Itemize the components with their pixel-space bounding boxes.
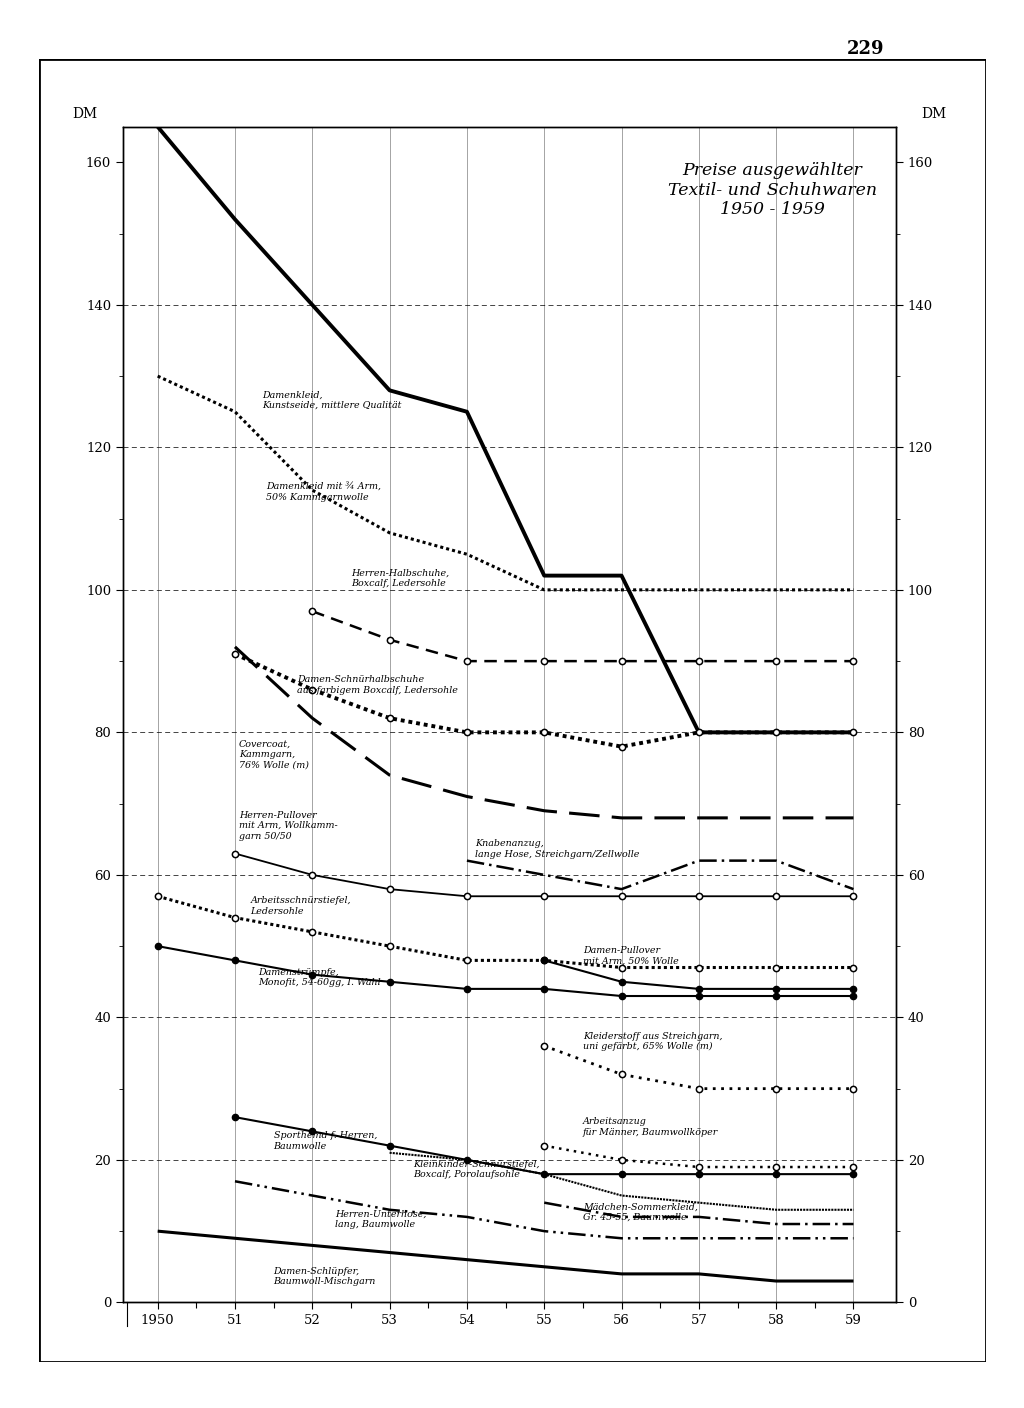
Text: Arbeitsanzug
für Männer, Baumwollköper: Arbeitsanzug für Männer, Baumwollköper: [583, 1117, 718, 1136]
Text: Damen-Schlüpfer,
Baumwoll-Mischgarn: Damen-Schlüpfer, Baumwoll-Mischgarn: [273, 1267, 376, 1286]
Text: Damenkleid,
Kunstseide, mittlere Qualität: Damenkleid, Kunstseide, mittlere Qualitä…: [262, 390, 401, 410]
Text: Damen-Schnürhalbschuhe
aus farbigem Boxcalf, Ledersohle: Damen-Schnürhalbschuhe aus farbigem Boxc…: [297, 676, 458, 694]
Text: Arbeitsschnürstiefel,
Ledersohle: Arbeitsschnürstiefel, Ledersohle: [251, 897, 351, 915]
Text: Covercoat,
Kammgarn,
76% Wolle (m): Covercoat, Kammgarn, 76% Wolle (m): [239, 739, 309, 769]
Text: 229: 229: [847, 41, 884, 58]
Text: Mädchen-Sommerkleid,
Gr. 45-55, Baumwolle: Mädchen-Sommerkleid, Gr. 45-55, Baumwoll…: [583, 1202, 697, 1222]
Text: Herren-Pullover
mit Arm, Wollkamm-
garn 50/50: Herren-Pullover mit Arm, Wollkamm- garn …: [239, 811, 338, 841]
Text: Damenstrümpfe,
Monofit, 54-60gg, I. Wahl: Damenstrümpfe, Monofit, 54-60gg, I. Wahl: [258, 967, 381, 987]
Text: Sporthemd f. Herren,
Baumwolle: Sporthemd f. Herren, Baumwolle: [273, 1132, 377, 1150]
Text: Herren-Halbschuhe,
Boxcalf, Ledersohle: Herren-Halbschuhe, Boxcalf, Ledersohle: [351, 569, 450, 589]
Text: Damenkleid mit ¾ Arm,
50% Kammgarnwolle: Damenkleid mit ¾ Arm, 50% Kammgarnwolle: [266, 483, 381, 503]
Text: Kleiderstoff aus Streichgarn,
uni gefärbt, 65% Wolle (m): Kleiderstoff aus Streichgarn, uni gefärb…: [583, 1032, 722, 1052]
Text: Preise ausgewählter
Textil- und Schuhwaren
1950 - 1959: Preise ausgewählter Textil- und Schuhwar…: [668, 162, 877, 218]
Text: Herren-Unterhose,
lang, Baumwolle: Herren-Unterhose, lang, Baumwolle: [336, 1209, 427, 1229]
Text: DM: DM: [73, 107, 97, 121]
Text: DM: DM: [922, 107, 946, 121]
Text: Knabenanzug,
lange Hose, Streichgarn/Zellwolle: Knabenanzug, lange Hose, Streichgarn/Zel…: [475, 839, 639, 859]
Text: Kleinkinder-Schnürstiefel,
Boxcalf, Porolaufsohle: Kleinkinder-Schnürstiefel, Boxcalf, Poro…: [413, 1160, 540, 1180]
Text: Damen-Pullover
mit Arm, 50% Wolle: Damen-Pullover mit Arm, 50% Wolle: [583, 946, 679, 966]
